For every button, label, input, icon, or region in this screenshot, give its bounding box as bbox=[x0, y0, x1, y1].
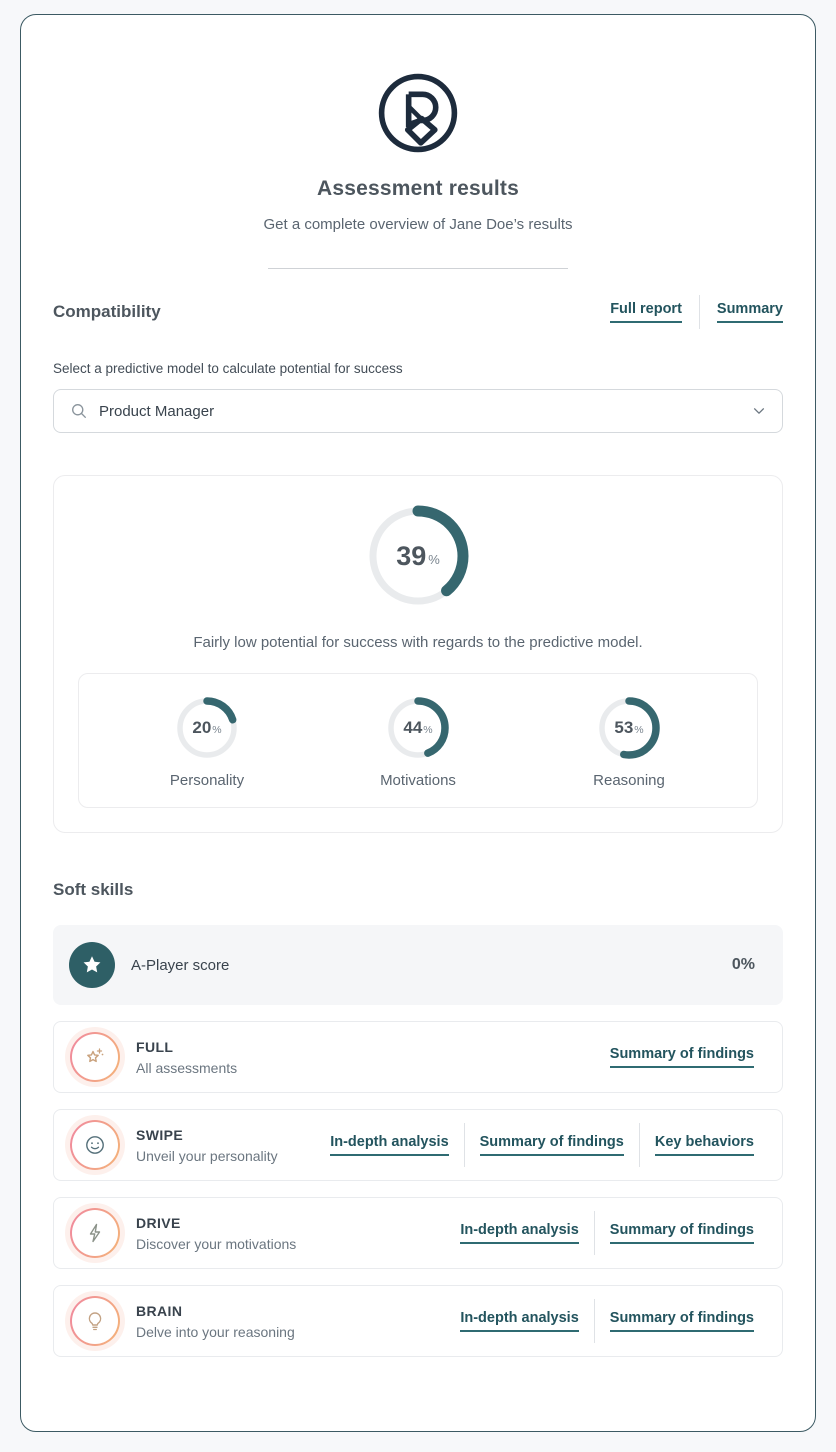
soft-skills-heading: Soft skills bbox=[53, 880, 134, 899]
motivations-score-unit: % bbox=[423, 724, 433, 736]
assessment-description: All assessments bbox=[136, 1059, 238, 1076]
motivations-score-value: 44 bbox=[403, 718, 423, 737]
lightbulb-icon bbox=[70, 1296, 120, 1346]
reasoning-score-unit: % bbox=[634, 724, 644, 736]
sub-score-motivations: 44 % Motivations bbox=[348, 696, 488, 789]
predictive-model-select[interactable]: Product Manager bbox=[53, 389, 783, 433]
a-player-value: 0% bbox=[731, 956, 755, 973]
assessment-name: FULL bbox=[136, 1038, 174, 1055]
assessment-name: SWIPE bbox=[136, 1126, 184, 1143]
drive-summary-of-findings-link[interactable]: Summary of findings bbox=[609, 1222, 754, 1244]
lightning-icon bbox=[70, 1208, 120, 1258]
compatibility-score-card: 39 % Fairly low potential for success wi… bbox=[53, 475, 783, 833]
reasoning-label: Reasoning bbox=[593, 772, 665, 789]
reasoning-score-value: 53 bbox=[614, 718, 634, 737]
star-icon bbox=[69, 942, 115, 988]
link-separator bbox=[593, 1211, 595, 1255]
sub-score-personality: 20 % Personality bbox=[137, 696, 277, 789]
sub-score-reasoning: 53 % Reasoning bbox=[559, 696, 699, 789]
divider bbox=[268, 268, 568, 269]
a-player-label: A-Player score bbox=[131, 956, 230, 974]
page-subtitle: Get a complete overview of Jane Doe’s re… bbox=[263, 216, 573, 233]
assessment-row-full: FULL All assessments Summary of findings bbox=[53, 1021, 783, 1093]
link-separator bbox=[698, 295, 700, 329]
assessment-name: DRIVE bbox=[136, 1214, 181, 1231]
model-select-value: Product Manager bbox=[99, 402, 215, 420]
personality-score-value: 20 bbox=[192, 718, 212, 737]
a-player-score-row: A-Player score 0% bbox=[53, 925, 783, 1005]
link-separator bbox=[638, 1123, 640, 1167]
full-report-link[interactable]: Full report bbox=[610, 301, 682, 323]
personality-label: Personality bbox=[169, 772, 245, 789]
swipe-summary-of-findings-link[interactable]: Summary of findings bbox=[479, 1134, 624, 1156]
chevron-down-icon bbox=[752, 404, 766, 418]
assessment-row-swipe: SWIPE Unveil your personality In-depth a… bbox=[53, 1109, 783, 1181]
model-select-label: Select a predictive model to calculate p… bbox=[53, 361, 403, 376]
assessment-results-card: Assessment results Get a complete overvi… bbox=[20, 14, 816, 1432]
page-title: Assessment results bbox=[316, 177, 520, 200]
assessment-description: Unveil your personality bbox=[136, 1147, 278, 1164]
assessment-description: Discover your motivations bbox=[136, 1235, 297, 1252]
drive-in-depth-analysis-link[interactable]: In-depth analysis bbox=[460, 1222, 579, 1244]
assessment-description: Delve into your reasoning bbox=[136, 1323, 295, 1340]
overall-score-value: 39 bbox=[396, 540, 427, 571]
sub-scores-panel: 20 % Personality 44 % Mot bbox=[78, 673, 758, 808]
smiley-icon bbox=[70, 1120, 120, 1170]
assessment-row-brain: BRAIN Delve into your reasoning In-depth… bbox=[53, 1285, 783, 1357]
compatibility-heading: Compatibility bbox=[53, 302, 161, 321]
search-icon bbox=[70, 402, 88, 420]
summary-link[interactable]: Summary bbox=[716, 301, 783, 323]
link-separator bbox=[463, 1123, 465, 1167]
brand-logo-icon bbox=[376, 71, 460, 155]
motivations-label: Motivations bbox=[380, 772, 456, 789]
full-summary-of-findings-link[interactable]: Summary of findings bbox=[609, 1046, 754, 1068]
score-caption: Fairly low potential for success with re… bbox=[193, 634, 643, 651]
swipe-in-depth-analysis-link[interactable]: In-depth analysis bbox=[330, 1134, 449, 1156]
link-separator bbox=[593, 1299, 595, 1343]
swipe-key-behaviors-link[interactable]: Key behaviors bbox=[654, 1134, 754, 1156]
brain-in-depth-analysis-link[interactable]: In-depth analysis bbox=[460, 1310, 579, 1332]
brain-summary-of-findings-link[interactable]: Summary of findings bbox=[609, 1310, 754, 1332]
assessment-name: BRAIN bbox=[136, 1302, 183, 1319]
overall-score-donut: 39 % bbox=[366, 504, 470, 608]
assessment-row-drive: DRIVE Discover your motivations In-depth… bbox=[53, 1197, 783, 1269]
personality-score-unit: % bbox=[212, 724, 222, 736]
star-sparkle-icon bbox=[70, 1032, 120, 1082]
overall-score-unit: % bbox=[428, 551, 440, 567]
